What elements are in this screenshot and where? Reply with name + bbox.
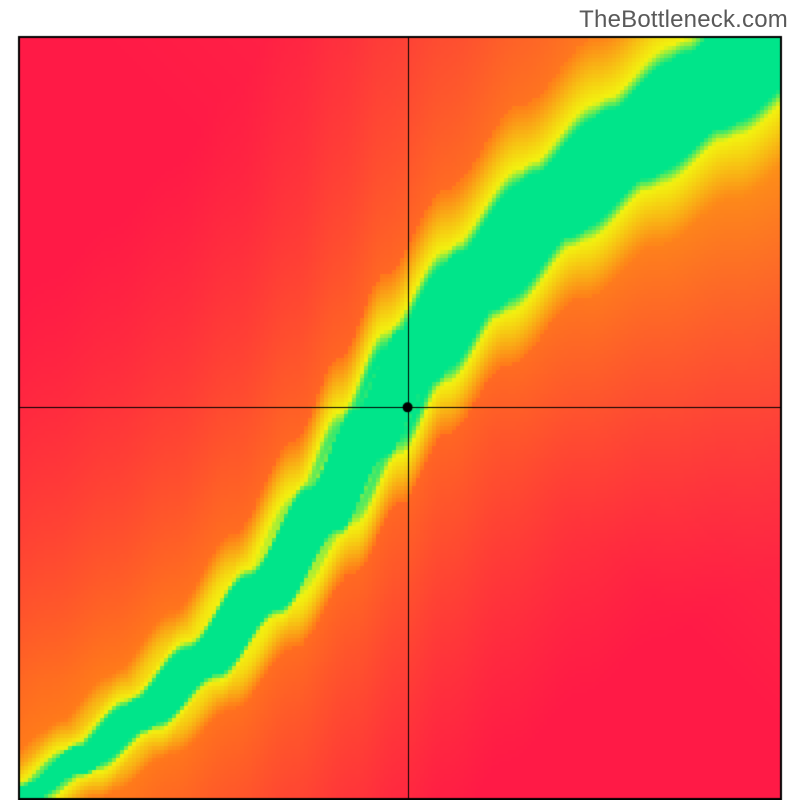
bottleneck-heatmap: [0, 0, 800, 800]
watermark-text: TheBottleneck.com: [579, 6, 788, 34]
chart-container: TheBottleneck.com: [0, 0, 800, 800]
